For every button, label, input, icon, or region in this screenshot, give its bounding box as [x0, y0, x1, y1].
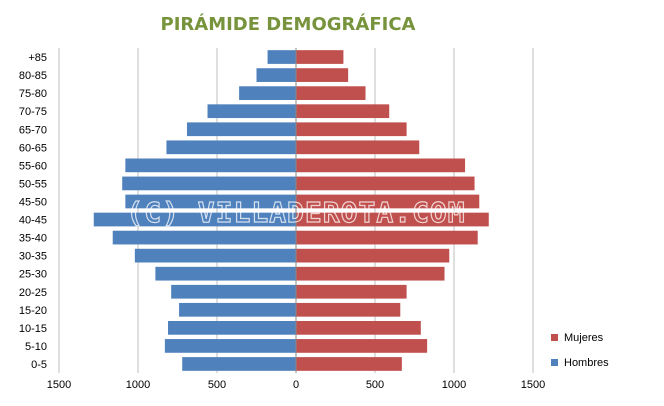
category-label: 55-60	[19, 160, 47, 172]
bar-mujeres	[296, 321, 421, 335]
bar-mujeres	[296, 104, 390, 119]
legend-label: Hombres	[564, 357, 609, 369]
bar-hombres	[256, 68, 296, 82]
bar-hombres	[168, 321, 296, 335]
legend: Mujeres Hombres	[551, 332, 609, 369]
category-label: 5-10	[25, 341, 47, 353]
bar-mujeres	[296, 86, 366, 100]
category-label: 10-15	[19, 323, 47, 335]
bar-hombres	[207, 104, 296, 119]
category-label: 70-75	[19, 106, 47, 118]
bar-mujeres	[296, 339, 428, 353]
category-label: 35-40	[19, 233, 47, 245]
category-label: 25-30	[19, 269, 47, 281]
category-label: +85	[28, 52, 47, 64]
category-label: 15-20	[19, 305, 47, 317]
category-label: 65-70	[19, 124, 47, 136]
bar-hombres	[239, 86, 296, 100]
bar-hombres	[186, 122, 296, 137]
bar-mujeres	[296, 50, 344, 64]
legend-swatch	[551, 359, 558, 366]
category-label: 45-50	[19, 196, 47, 208]
bar-mujeres	[296, 194, 480, 209]
x-tick-label: 1500	[47, 379, 71, 391]
category-label: 40-45	[19, 215, 47, 227]
category-label: 50-55	[19, 178, 47, 190]
bar-mujeres	[296, 158, 466, 173]
x-tick-label: 1500	[521, 379, 545, 391]
bar-mujeres	[296, 140, 420, 155]
watermark: (C) VILLADEROTA.COM	[126, 196, 465, 229]
category-label: 20-25	[19, 287, 47, 299]
bar-mujeres	[296, 284, 407, 299]
x-tick-label: 500	[208, 379, 226, 391]
bar-hombres	[164, 339, 296, 353]
bar-hombres	[166, 140, 296, 155]
bar-mujeres	[296, 357, 402, 371]
bar-hombres	[122, 176, 296, 191]
bar-hombres	[125, 194, 296, 209]
category-label: 30-35	[19, 251, 47, 263]
bar-mujeres	[296, 230, 478, 245]
x-tick-label: 1000	[126, 379, 150, 391]
bar-hombres	[171, 284, 296, 299]
bar-mujeres	[296, 176, 475, 191]
bar-hombres	[93, 212, 296, 227]
x-tick-label: 0	[293, 379, 299, 391]
bar-hombres	[155, 266, 296, 281]
bar-mujeres	[296, 212, 489, 227]
bar-hombres	[134, 248, 296, 263]
bar-hombres	[267, 50, 296, 64]
bar-hombres	[182, 357, 296, 371]
category-label: 0-5	[31, 359, 47, 371]
bar-hombres	[179, 302, 296, 317]
x-tick-label: 1000	[442, 379, 466, 391]
category-label: 75-80	[19, 88, 47, 100]
bar-mujeres	[296, 266, 445, 281]
bar-mujeres	[296, 68, 349, 82]
bar-mujeres	[296, 302, 401, 317]
category-labels: +85 80-85 75-80 70-75 65-70 60-65 55-60 50-55 45…	[19, 52, 47, 371]
bar-mujeres	[296, 122, 407, 137]
bars	[93, 48, 489, 373]
chart-title: PIRÁMIDE DEMOGRÁFICA	[161, 13, 416, 35]
x-axis-tick-labels: 1500 1000 500 0 500 1000 1500	[47, 379, 545, 391]
bar-hombres	[112, 230, 296, 245]
x-tick-label: 500	[366, 379, 384, 391]
bar-hombres	[125, 158, 296, 173]
category-label: 60-65	[19, 142, 47, 154]
category-label: 80-85	[19, 70, 47, 82]
legend-label: Mujeres	[564, 332, 604, 344]
legend-swatch	[551, 334, 558, 341]
bar-mujeres	[296, 248, 450, 263]
